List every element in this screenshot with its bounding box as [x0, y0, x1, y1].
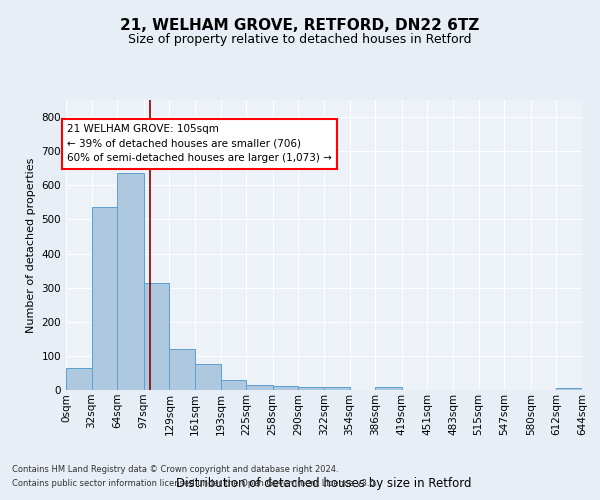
- Bar: [298, 386, 324, 390]
- Bar: [66, 368, 92, 390]
- Bar: [221, 380, 246, 390]
- Bar: [375, 386, 402, 390]
- Bar: [169, 349, 195, 390]
- X-axis label: Distribution of detached houses by size in Retford: Distribution of detached houses by size …: [176, 476, 472, 490]
- Y-axis label: Number of detached properties: Number of detached properties: [26, 158, 36, 332]
- Bar: [92, 208, 117, 390]
- Text: Contains public sector information licensed under the Open Government Licence v3: Contains public sector information licen…: [12, 478, 377, 488]
- Bar: [117, 174, 144, 390]
- Bar: [144, 282, 169, 390]
- Text: Size of property relative to detached houses in Retford: Size of property relative to detached ho…: [128, 32, 472, 46]
- Bar: [324, 386, 350, 390]
- Bar: [273, 386, 298, 390]
- Text: 21, WELHAM GROVE, RETFORD, DN22 6TZ: 21, WELHAM GROVE, RETFORD, DN22 6TZ: [121, 18, 479, 32]
- Text: Contains HM Land Registry data © Crown copyright and database right 2024.: Contains HM Land Registry data © Crown c…: [12, 465, 338, 474]
- Bar: [556, 388, 582, 390]
- Text: 21 WELHAM GROVE: 105sqm
← 39% of detached houses are smaller (706)
60% of semi-d: 21 WELHAM GROVE: 105sqm ← 39% of detache…: [67, 124, 332, 164]
- Bar: [246, 385, 273, 390]
- Bar: [195, 364, 221, 390]
